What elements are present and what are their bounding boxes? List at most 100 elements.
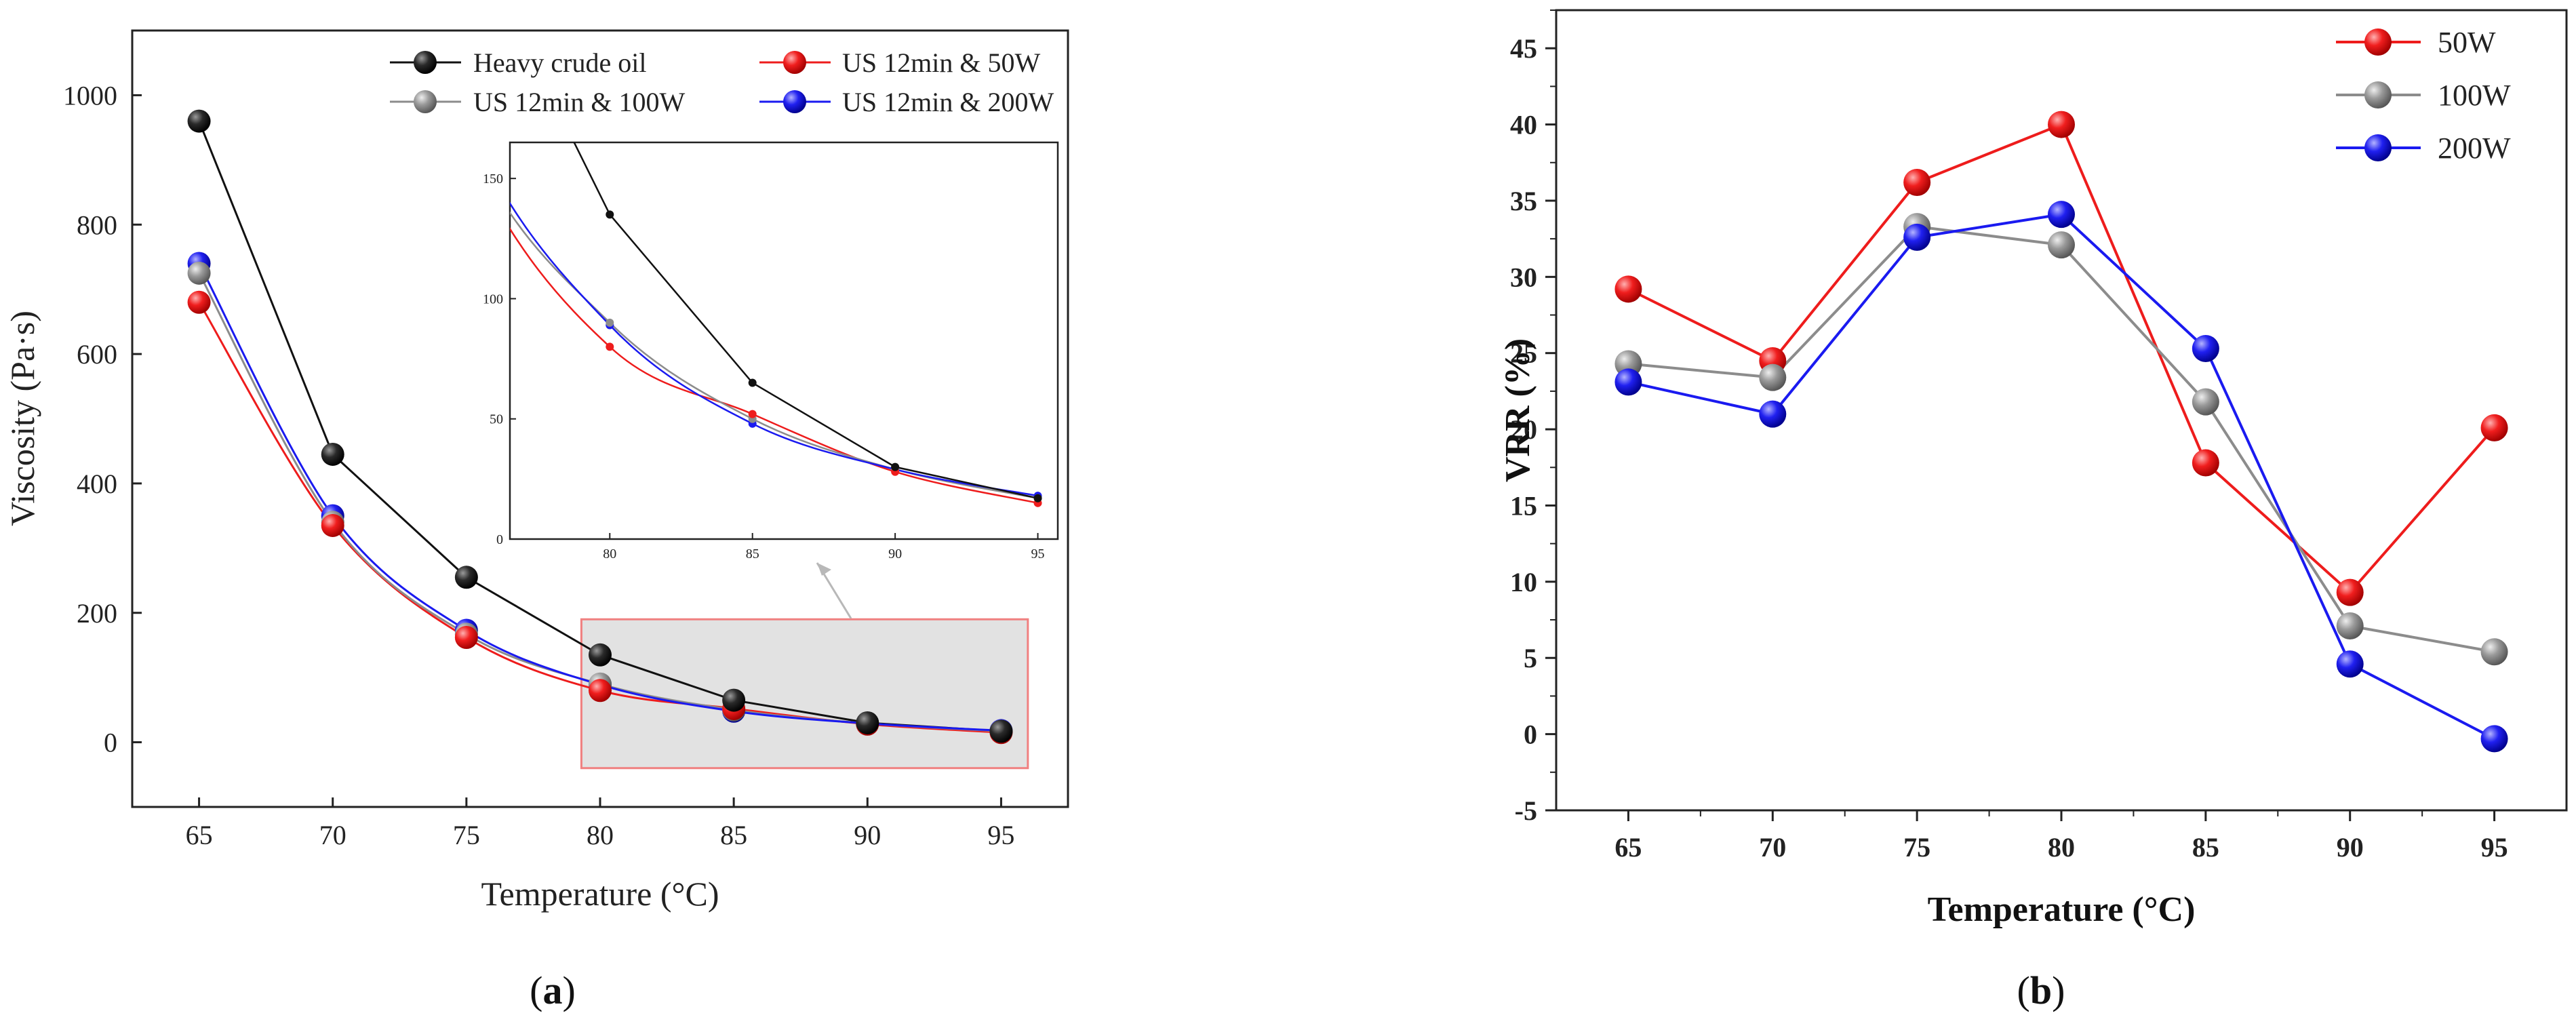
y-tick-label: 400 — [77, 469, 117, 499]
inset-data-point-heavy-crude-oil — [606, 210, 614, 219]
legend-label: 50W — [2438, 26, 2496, 59]
legend-label: 200W — [2438, 132, 2511, 165]
inset-series-line-us-12min-200w — [510, 201, 1038, 497]
x-tick-label: 90 — [854, 820, 881, 850]
y-tick-label: 15 — [1510, 490, 1537, 521]
y-axis-ticks: -5 0 5 10 15 20 25 30 35 40 45 — [1510, 9, 1556, 826]
caption-letter: a — [543, 968, 563, 1012]
legend-marker — [2364, 134, 2392, 161]
legend-label: Heavy crude oil — [473, 47, 646, 78]
data-point-200w — [2336, 650, 2364, 678]
legend-marker — [783, 90, 806, 113]
y-tick-label: 0 — [1524, 719, 1537, 750]
data-point-us-12min-50w — [589, 679, 612, 703]
legend-label: US 12min & 100W — [473, 87, 685, 117]
data-point-50w — [2480, 414, 2508, 441]
y-tick-label: 35 — [1510, 186, 1537, 216]
series-group — [187, 109, 1013, 745]
x-axis-label: Temperature (°C) — [1928, 890, 2196, 929]
legend-item-heavy-crude-oil: Heavy crude oil — [390, 47, 646, 78]
data-point-50w — [2336, 578, 2364, 606]
series-line-200w — [1627, 213, 2495, 740]
legend-marker — [2364, 81, 2392, 108]
data-point-heavy-crude-oil — [187, 109, 211, 133]
inset-y-tick-label: 50 — [490, 412, 503, 427]
zoom-region-rect — [580, 618, 1029, 770]
inset-series-line-us-12min-50w — [510, 227, 1038, 505]
legend-label: US 12min & 50W — [842, 47, 1040, 78]
inset-x-tick-label: 80 — [603, 547, 616, 561]
x-tick-label: 75 — [1903, 832, 1930, 863]
y-tick-label: 1000 — [63, 80, 117, 111]
y-axis-label: VRR (%) — [1499, 338, 1537, 482]
data-point-us-12min-50w — [454, 626, 478, 650]
inset-y-tick-label: 150 — [483, 172, 503, 186]
inset-data-point-us-12min-100w — [606, 318, 614, 327]
data-point-200w — [2192, 334, 2219, 362]
x-tick-label: 65 — [1614, 832, 1642, 863]
data-point-heavy-crude-oil — [989, 719, 1013, 743]
y-tick-label: -5 — [1515, 795, 1537, 826]
data-point-heavy-crude-oil — [589, 643, 612, 667]
inset-zoom-region — [580, 618, 1029, 770]
x-tick-label: 80 — [587, 820, 614, 850]
legend-marker — [783, 51, 806, 74]
y-tick-label: 25 — [1510, 338, 1537, 369]
x-tick-label: 70 — [1759, 832, 1786, 863]
legend-marker — [2364, 28, 2392, 56]
legend-label: US 12min & 200W — [842, 87, 1054, 117]
vrr-chart: 65 70 75 80 85 90 95 -5 0 5 10 15 20 25 30 35 40 45 Temp… — [1499, 9, 2568, 1012]
legend-item-us-12min-200w: US 12min & 200W — [759, 87, 1054, 117]
data-point-heavy-crude-oil — [722, 688, 746, 712]
inset-data-point-heavy-crude-oil — [891, 462, 900, 471]
series-line-100w — [1628, 225, 2495, 654]
data-point-200w — [2048, 201, 2075, 229]
data-point-us-12min-50w — [321, 513, 344, 537]
data-point-50w — [2048, 111, 2075, 138]
legend-item-50w: 50W — [2336, 26, 2496, 59]
legend: 50W 100W 200W — [2336, 26, 2511, 165]
inset-axis-ticks: 80 85 90 95 0 50 100 150 — [483, 172, 1045, 561]
data-point-100w — [2192, 388, 2219, 416]
y-tick-label: 800 — [77, 210, 117, 240]
inset-y-tick-label: 0 — [496, 532, 503, 547]
inset-x-tick-label: 95 — [1031, 547, 1045, 561]
y-tick-label: 30 — [1510, 262, 1537, 292]
y-tick-label: 0 — [104, 728, 117, 758]
inset-data-point-us-12min-50w — [606, 342, 614, 351]
inset-data-point-us-12min-50w — [748, 410, 757, 418]
inset-frame — [509, 141, 1059, 540]
data-point-200w — [1903, 223, 1931, 251]
inset-chart: 80 85 90 95 0 50 100 150 — [483, 141, 1059, 561]
inset-data-point-heavy-crude-oil — [748, 378, 757, 387]
y-tick-label: 45 — [1510, 33, 1537, 64]
x-tick-label: 65 — [186, 820, 213, 850]
data-point-50w — [1903, 168, 1931, 196]
series-group — [1614, 111, 2508, 753]
y-tick-label: 20 — [1510, 414, 1537, 445]
caption-a: (a) — [530, 968, 576, 1012]
data-point-100w — [1759, 363, 1787, 391]
data-point-heavy-crude-oil — [321, 442, 344, 466]
legend-item-us-12min-50w: US 12min & 50W — [759, 47, 1040, 78]
data-point-heavy-crude-oil — [856, 711, 879, 734]
inset-series-line-us-12min-100w — [510, 211, 1038, 499]
data-point-100w — [2480, 638, 2508, 666]
x-axis-label: Temperature (°C) — [481, 875, 719, 913]
x-tick-label: 70 — [319, 820, 346, 850]
inset-series-group — [510, 142, 1042, 507]
x-tick-label: 95 — [987, 820, 1014, 850]
data-point-us-12min-100w — [187, 261, 211, 285]
series-line-50w — [1627, 122, 2496, 595]
legend-item-us-12min-100w: US 12min & 100W — [390, 87, 685, 117]
x-tick-label: 85 — [720, 820, 747, 850]
data-point-100w — [2048, 231, 2075, 259]
y-tick-label: 600 — [77, 339, 117, 370]
inset-x-tick-label: 85 — [746, 547, 759, 561]
inset-y-tick-label: 100 — [483, 292, 503, 307]
caption-b: (b) — [2017, 968, 2065, 1012]
legend-item-100w: 100W — [2336, 79, 2511, 112]
y-tick-label: 40 — [1510, 110, 1537, 140]
